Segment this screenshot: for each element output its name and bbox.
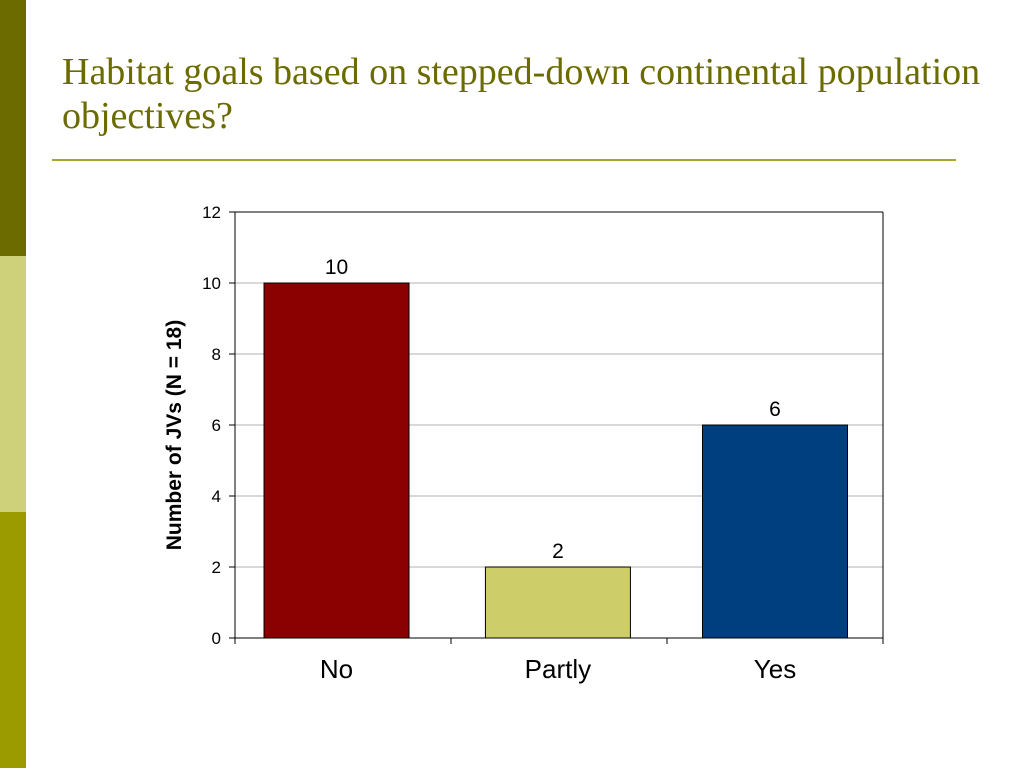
y-tick-label: 4 [212, 487, 221, 506]
sidebar-accent-bottom [0, 512, 26, 768]
chart-labels: 0 2 4 6 8 10 12 10 No 2 Partly 6 Yes Number of JVs (N… [163, 203, 796, 684]
slide-title: Habitat goals based on stepped-down cont… [62, 51, 981, 137]
bar-partly [484, 566, 631, 639]
y-axis-title: Number of JVs (N = 18) [163, 320, 186, 550]
y-tick-label: 10 [202, 274, 221, 293]
bars [263, 282, 848, 639]
bar-no [263, 282, 410, 639]
axes [229, 211, 884, 644]
x-tick-label: Partly [525, 654, 591, 684]
sidebar-accent-top [0, 0, 26, 256]
x-tick-label: Yes [754, 654, 796, 684]
x-tick-label: No [320, 654, 353, 684]
data-label: 6 [769, 398, 781, 421]
y-tick-label: 2 [212, 558, 221, 577]
data-label: 10 [325, 256, 348, 279]
y-tick-label: 12 [202, 203, 221, 222]
sidebar-accent-middle [0, 256, 26, 512]
bar-yes [702, 424, 848, 639]
y-tick-label: 0 [212, 629, 221, 648]
data-label: 2 [552, 540, 564, 563]
y-tick-label: 8 [212, 345, 221, 364]
title-underline [52, 159, 956, 161]
y-tick-label: 6 [212, 416, 221, 435]
